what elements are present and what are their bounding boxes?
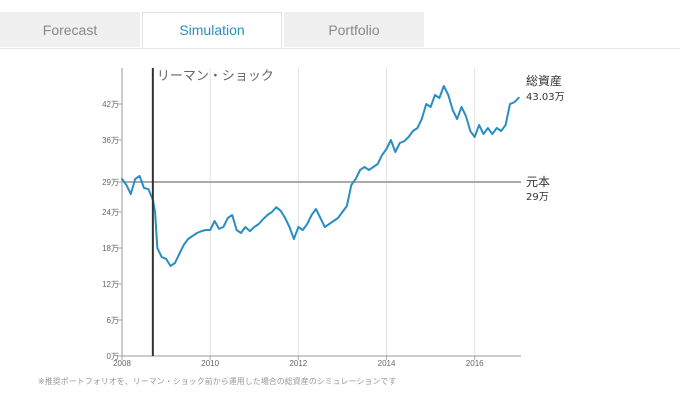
x-tick-label: 2016 bbox=[466, 359, 484, 368]
y-tick-label: 29万 bbox=[102, 178, 119, 187]
series-end-value-label: 43.03万 bbox=[526, 92, 565, 103]
y-tick-label: 6万 bbox=[107, 316, 119, 325]
x-tick-label: 2012 bbox=[289, 359, 307, 368]
chart-labels: 2008 2010 2012 2014 2016 0万 6万 12万 18万 24万 29万 36万 4… bbox=[102, 69, 565, 368]
series-name-label: 総資産 bbox=[526, 73, 562, 88]
y-tick-label: 12万 bbox=[102, 280, 119, 289]
x-tick-label: 2008 bbox=[113, 359, 131, 368]
x-tick-label: 2010 bbox=[201, 359, 219, 368]
y-tick-label: 24万 bbox=[102, 208, 119, 217]
y-tick-label: 18万 bbox=[102, 244, 119, 253]
tab-simulation[interactable]: Simulation bbox=[142, 12, 282, 48]
footnote: ※推奨ポートフォリオを、リーマン・ショック前から運用した場合の総資産のシミュレー… bbox=[38, 377, 397, 386]
y-tick-label: 0万 bbox=[107, 352, 119, 361]
tab-bar: Forecast Simulation Portfolio bbox=[0, 12, 680, 49]
chart-axes bbox=[118, 68, 521, 360]
baseline-value-label: 29万 bbox=[526, 192, 549, 203]
x-tick-label: 2014 bbox=[378, 359, 396, 368]
tab-portfolio[interactable]: Portfolio bbox=[284, 12, 424, 47]
tab-forecast[interactable]: Forecast bbox=[0, 12, 140, 47]
asset-simulation-chart: 2008 2010 2012 2014 2016 0万 6万 12万 18万 24万 29万 36万 4… bbox=[102, 68, 565, 368]
series-line-total-assets bbox=[121, 85, 520, 267]
chart-grid bbox=[209, 68, 476, 356]
y-tick-label: 42万 bbox=[102, 100, 119, 109]
chart-marks bbox=[121, 68, 521, 356]
y-tick-label: 36万 bbox=[102, 136, 119, 145]
event-label: リーマン・ショック bbox=[157, 69, 274, 84]
baseline-name-label: 元本 bbox=[526, 175, 550, 189]
